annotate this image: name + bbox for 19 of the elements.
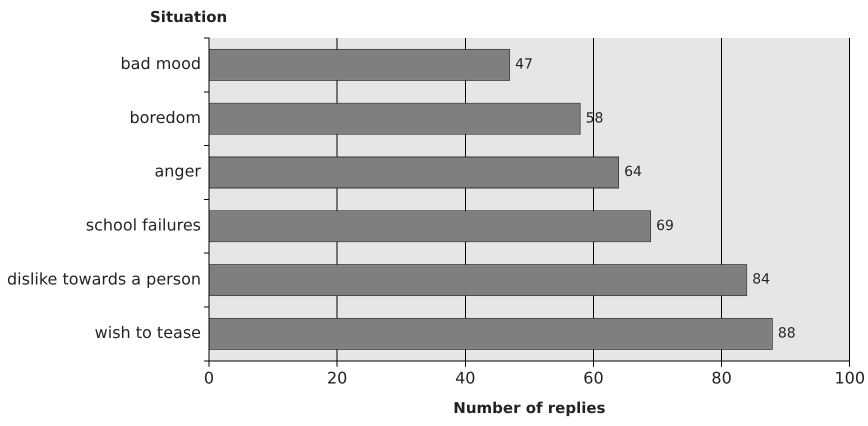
x-tick-label: 100	[834, 368, 866, 388]
x-tick-label: 40	[455, 368, 476, 388]
y-tick-label: anger	[154, 162, 202, 181]
y-tick-label: school failures	[86, 215, 202, 234]
data-label: 84	[752, 272, 770, 288]
x-axis-title: Number of replies	[453, 398, 606, 417]
data-label: 47	[515, 56, 533, 73]
x-tick-label: 0	[204, 368, 214, 388]
x-tick-label: 20	[326, 368, 348, 388]
y-tick-label: dislike towards a person	[7, 269, 202, 288]
y-tick-label: boredom	[129, 108, 202, 127]
data-label: 88	[778, 326, 796, 342]
data-label: 64	[624, 164, 642, 180]
data-label: 69	[656, 218, 674, 234]
x-tick-label: 80	[711, 368, 732, 388]
y-axis-title: Situation	[150, 8, 228, 26]
x-tick-label: 60	[583, 368, 604, 388]
y-tick-label: bad mood	[120, 54, 202, 74]
y-tick-label: wish to tease	[94, 323, 202, 342]
